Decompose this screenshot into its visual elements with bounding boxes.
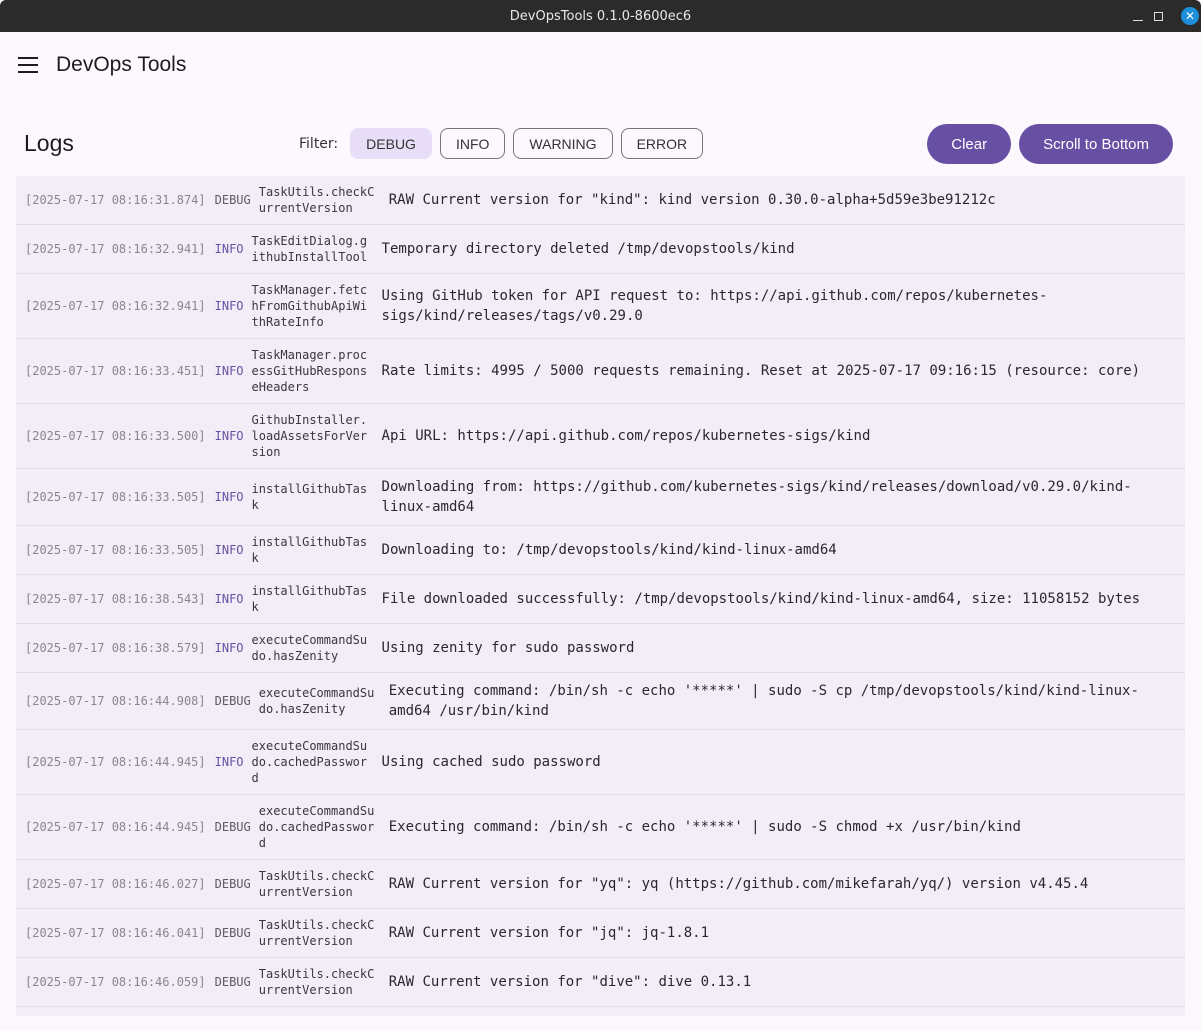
log-message: Downloading to: /tmp/devopstools/kind/ki… (381, 542, 837, 558)
log-row: [2025-07-17 08:16:32.941] INFO TaskEditDia… (16, 225, 1185, 274)
log-source: executeCommandSudo.cachedPassword (251, 739, 368, 785)
log-timestamp: [2025-07-17 08:16:46.059] (25, 975, 206, 989)
log-row: [2025-07-17 08:16:31.874] DEBUG TaskUtils.… (16, 176, 1185, 225)
log-row: [2025-07-17 08:16:32.941] INFO TaskManager… (16, 274, 1185, 339)
log-message: Using cached sudo password (381, 754, 601, 770)
log-row: [2025-07-17 08:16:46.027] DEBUG TaskUtils.… (16, 860, 1185, 909)
log-timestamp: [2025-07-17 08:16:33.505] (25, 490, 206, 504)
maximize-icon (1153, 11, 1163, 21)
log-message: Rate limits: 4995 / 5000 requests remain… (381, 363, 1141, 379)
log-row: [2025-07-17 08:16:44.908] DEBUG executeCom… (16, 673, 1185, 730)
filter-label: Filter: (299, 135, 339, 152)
log-message: Using zenity for sudo password (381, 640, 635, 656)
log-row: [2025-07-17 08:16:33.505] INFO installGith… (16, 526, 1185, 575)
close-icon: ✕ (1184, 9, 1196, 23)
log-message: File downloaded successfully: /tmp/devop… (381, 591, 1141, 607)
log-message: Using GitHub token for API request to: h… (381, 288, 1048, 324)
filter-chip-debug[interactable]: DEBUG (350, 128, 432, 159)
log-level: INFO (214, 641, 244, 655)
page-title: Logs (24, 130, 74, 156)
log-level: DEBUG (214, 975, 251, 989)
app-title: DevOps Tools (56, 53, 187, 76)
log-timestamp: [2025-07-17 08:16:31.874] (25, 193, 206, 207)
filter-chip-warning[interactable]: WARNING (513, 128, 613, 159)
filter-chip-error[interactable]: ERROR (620, 128, 704, 159)
log-row: [2025-07-17 08:16:38.579] INFO executeComm… (16, 624, 1185, 673)
log-level: INFO (214, 364, 244, 378)
window-title: DevOpsTools 0.1.0-8600ec6 (509, 8, 692, 24)
log-source: TaskManager.processGitHubResponseHeaders (251, 348, 368, 394)
minimize-button[interactable] (1128, 0, 1148, 32)
log-timestamp: [2025-07-17 08:16:33.505] (25, 543, 206, 557)
log-timestamp: [2025-07-17 08:16:32.941] (25, 242, 206, 256)
log-row: [2025-07-17 08:16:38.543] INFO installGith… (16, 575, 1185, 624)
log-source: GithubInstaller.loadAssetsForVersion (251, 413, 368, 459)
log-source: installGithubTask (251, 482, 368, 512)
log-message: RAW Current version for "jq": jq-1.8.1 (388, 925, 710, 941)
log-level: INFO (214, 490, 244, 504)
log-source: TaskUtils.checkCurrentVersion (258, 185, 375, 215)
logs-toolbar: Logs Filter: DEBUG INFO WARNING ERROR Cl… (0, 98, 1201, 176)
clear-button[interactable]: Clear (927, 124, 1012, 164)
log-source: TaskEditDialog.githubInstallTool (251, 234, 368, 264)
log-level: INFO (214, 429, 244, 443)
hamburger-menu-icon[interactable] (18, 57, 38, 73)
log-row: [2025-07-17 08:16:33.505] INFO installGith… (16, 469, 1185, 526)
log-timestamp: [2025-07-17 08:16:38.543] (25, 592, 206, 606)
log-message: RAW Current version for "dive": dive 0.1… (388, 974, 752, 990)
log-row: [2025-07-17 08:16:46.041] DEBUG TaskUtils.… (16, 909, 1185, 958)
log-timestamp: [2025-07-17 08:16:38.579] (25, 641, 206, 655)
minimize-icon (1133, 19, 1143, 21)
log-timestamp: [2025-07-17 08:16:33.500] (25, 429, 206, 443)
log-message: Api URL: https://api.github.com/repos/ku… (381, 428, 871, 444)
log-row: [2025-07-17 08:16:33.451] INFO TaskManager… (16, 339, 1185, 404)
log-row: [2025-07-17 08:16:46.059] DEBUG TaskUtils.… (16, 958, 1185, 1007)
log-level: INFO (214, 592, 244, 606)
log-timestamp: [2025-07-17 08:16:33.451] (25, 364, 206, 378)
log-timestamp: [2025-07-17 08:16:46.041] (25, 926, 206, 940)
log-source: installGithubTask (251, 584, 368, 614)
log-source: TaskManager.fetchFromGithubApiWithRateIn… (251, 283, 368, 329)
scroll-to-bottom-button[interactable]: Scroll to Bottom (1019, 124, 1173, 164)
log-message: Executing command: /bin/sh -c echo '****… (388, 819, 1021, 835)
log-level: INFO (214, 543, 244, 557)
log-level: DEBUG (214, 193, 251, 207)
close-button[interactable]: ✕ (1181, 7, 1199, 25)
log-source: TaskUtils.checkCurrentVersion (258, 918, 375, 948)
log-list[interactable]: [2025-07-17 08:16:31.874] DEBUG TaskUtils.… (16, 176, 1185, 1016)
log-source: executeCommandSudo.hasZenity (258, 686, 375, 716)
log-row: [2025-07-17 08:16:44.945] DEBUG executeCom… (16, 795, 1185, 860)
log-source: TaskUtils.checkCurrentVersion (258, 869, 375, 899)
log-source: executeCommandSudo.cachedPassword (258, 804, 375, 850)
log-source: TaskUtils.checkCurrentVersion (258, 967, 375, 997)
maximize-button[interactable] (1151, 0, 1165, 32)
log-timestamp: [2025-07-17 08:16:32.941] (25, 299, 206, 313)
log-level: DEBUG (214, 694, 251, 708)
log-message: RAW Current version for "yq": yq (https:… (388, 876, 1089, 892)
log-source: executeCommandSudo.hasZenity (251, 633, 368, 663)
log-level: DEBUG (214, 877, 251, 891)
window-titlebar: DevOpsTools 0.1.0-8600ec6 ✕ (0, 0, 1201, 32)
app-bar: DevOps Tools (0, 32, 1201, 98)
log-level: INFO (214, 299, 244, 313)
log-timestamp: [2025-07-17 08:16:44.945] (25, 820, 206, 834)
log-level: DEBUG (214, 820, 251, 834)
level-filter: Filter: DEBUG INFO WARNING ERROR (299, 128, 704, 159)
log-message: Temporary directory deleted /tmp/devopst… (381, 241, 795, 257)
log-timestamp: [2025-07-17 08:16:46.027] (25, 877, 206, 891)
filter-chip-info[interactable]: INFO (439, 128, 506, 159)
log-row: [2025-07-17 08:16:44.945] INFO executeComm… (16, 730, 1185, 795)
log-message: Executing command: /bin/sh -c echo '****… (388, 683, 1139, 719)
log-timestamp: [2025-07-17 08:16:44.945] (25, 755, 206, 769)
log-message: RAW Current version for "kind": kind ver… (388, 192, 996, 208)
log-source: installGithubTask (251, 535, 368, 565)
log-row: [2025-07-17 08:16:33.500] INFO GithubInsta… (16, 404, 1185, 469)
log-level: INFO (214, 755, 244, 769)
log-message: Downloading from: https://github.com/kub… (381, 479, 1132, 515)
log-timestamp: [2025-07-17 08:16:44.908] (25, 694, 206, 708)
log-level: INFO (214, 242, 244, 256)
log-level: DEBUG (214, 926, 251, 940)
